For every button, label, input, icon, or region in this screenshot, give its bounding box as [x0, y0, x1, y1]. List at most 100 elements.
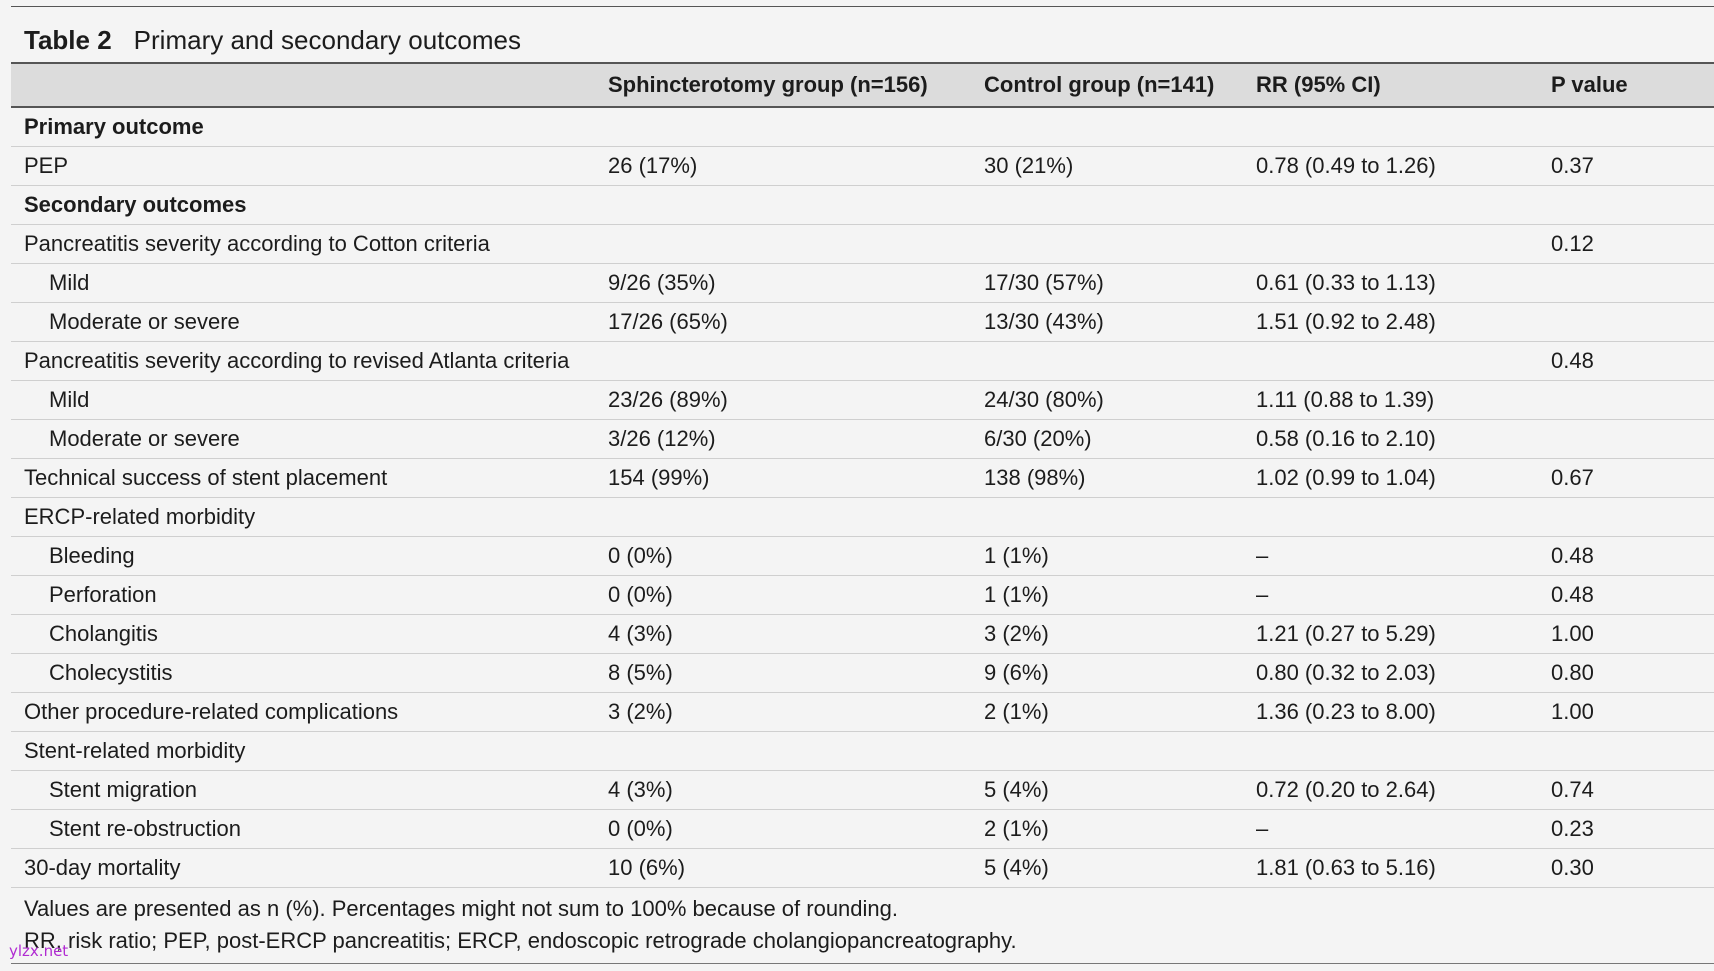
header-control: Control group (n=141): [984, 72, 1215, 97]
row-label: 30-day mortality: [24, 855, 181, 880]
section-row: Secondary outcomes: [11, 186, 1714, 225]
rr-value: 0.78 (0.49 to 1.26): [1256, 153, 1436, 178]
sphincterotomy-value: 4 (3%): [608, 621, 673, 646]
row-label: Moderate or severe: [49, 309, 240, 334]
sphincterotomy-value: 26 (17%): [608, 153, 698, 178]
outcomes-table: Sphincterotomy group (n=156) Control gro…: [11, 62, 1714, 888]
row-label: Secondary outcomes: [24, 192, 247, 217]
table-row: Pancreatitis severity according to Cotto…: [11, 225, 1714, 264]
table-row: ERCP-related morbidity: [11, 498, 1714, 537]
row-label: Stent migration: [49, 777, 197, 802]
table-row: Cholecystitis 8 (5%) 9 (6%) 0.80 (0.32 to 2…: [11, 654, 1714, 693]
sphincterotomy-value: 23/26 (89%): [608, 387, 728, 412]
table-row: Perforation 0 (0%) 1 (1%) – 0.48: [11, 576, 1714, 615]
rr-value: 1.02 (0.99 to 1.04): [1256, 465, 1436, 490]
row-label: Mild: [49, 270, 90, 295]
p-value: 0.48: [1551, 543, 1594, 568]
table-row: Moderate or severe 17/26 (65%) 13/30 (43%)…: [11, 303, 1714, 342]
footnote-abbreviations: RR, risk ratio; PEP, post-ERCP pancreati…: [24, 928, 1017, 953]
footnote-values: Values are presented as n (%). Percentag…: [24, 896, 898, 921]
table-row: Mild 9/26 (35%) 17/30 (57%) 0.61 (0.33 to 1…: [11, 264, 1714, 303]
p-value: 0.48: [1551, 582, 1594, 607]
table-row: Mild 23/26 (89%) 24/30 (80%) 1.11 (0.88 to …: [11, 381, 1714, 420]
section-row: Primary outcome: [11, 108, 1714, 147]
row-label: Pancreatitis severity according to Cotto…: [24, 231, 490, 256]
table-row: Pancreatitis severity according to revis…: [11, 342, 1714, 381]
sphincterotomy-value: 3 (2%): [608, 699, 673, 724]
rr-value: –: [1256, 582, 1269, 607]
row-label: Stent-related morbidity: [24, 738, 246, 763]
header-sphincterotomy: Sphincterotomy group (n=156): [608, 72, 928, 97]
table-row: Other procedure-related complications 3 (…: [11, 693, 1714, 732]
rr-value: 1.51 (0.92 to 2.48): [1256, 309, 1436, 334]
rr-value: 0.61 (0.33 to 1.13): [1256, 270, 1436, 295]
p-value: 0.23: [1551, 816, 1594, 841]
row-label: Perforation: [49, 582, 157, 607]
rr-value: 0.72 (0.20 to 2.64): [1256, 777, 1436, 802]
control-value: 17/30 (57%): [984, 270, 1104, 295]
row-label: Other procedure-related complications: [24, 699, 399, 724]
table-body: Primary outcome PEP 26 (17%) 30 (21%) 0.78 (…: [11, 108, 1714, 888]
bottom-rule: [11, 963, 1714, 964]
p-value: 0.74: [1551, 777, 1594, 802]
row-label: Stent re-obstruction: [49, 816, 241, 841]
sphincterotomy-value: 4 (3%): [608, 777, 673, 802]
p-value: 1.00: [1551, 621, 1594, 646]
control-value: 1 (1%): [984, 543, 1049, 568]
table-row: Stent-related morbidity: [11, 732, 1714, 771]
rr-value: 0.58 (0.16 to 2.10): [1256, 426, 1436, 451]
table-row: Bleeding 0 (0%) 1 (1%) – 0.48: [11, 537, 1714, 576]
row-label: Technical success of stent placement: [24, 465, 388, 490]
rr-value: –: [1256, 816, 1269, 841]
sphincterotomy-value: 8 (5%): [608, 660, 673, 685]
p-value: 1.00: [1551, 699, 1594, 724]
rr-value: 1.11 (0.88 to 1.39): [1256, 387, 1435, 412]
control-value: 5 (4%): [984, 855, 1049, 880]
watermark: ylzx.net: [9, 942, 69, 960]
rr-value: 1.81 (0.63 to 5.16): [1256, 855, 1436, 880]
rr-value: 0.80 (0.32 to 2.03): [1256, 660, 1436, 685]
header-rr: RR (95% CI): [1256, 72, 1381, 97]
rr-value: 1.21 (0.27 to 5.29): [1256, 621, 1436, 646]
control-value: 9 (6%): [984, 660, 1049, 685]
sphincterotomy-value: 0 (0%): [608, 543, 673, 568]
table-row: 30-day mortality 10 (6%) 5 (4%) 1.81 (0.63 …: [11, 849, 1714, 888]
table-label: Table 2: [24, 25, 112, 55]
rr-value: 1.36 (0.23 to 8.00): [1256, 699, 1436, 724]
top-rule: [11, 6, 1714, 7]
table-row: PEP 26 (17%) 30 (21%) 0.78 (0.49 to 1.26) 0.…: [11, 147, 1714, 186]
p-value: 0.80: [1551, 660, 1594, 685]
control-value: 1 (1%): [984, 582, 1049, 607]
table-title: Primary and secondary outcomes: [133, 25, 521, 55]
table-row: Stent migration 4 (3%) 5 (4%) 0.72 (0.20 to…: [11, 771, 1714, 810]
row-label: ERCP-related morbidity: [24, 504, 256, 529]
sphincterotomy-value: 154 (99%): [608, 465, 710, 490]
control-value: 6/30 (20%): [984, 426, 1092, 451]
table-caption: Table 2 Primary and secondary outcomes: [24, 20, 521, 60]
p-value: 0.48: [1551, 348, 1594, 373]
p-value: 0.30: [1551, 855, 1594, 880]
table-row: Moderate or severe 3/26 (12%) 6/30 (20%) 0.…: [11, 420, 1714, 459]
sphincterotomy-value: 0 (0%): [608, 816, 673, 841]
control-value: 2 (1%): [984, 699, 1049, 724]
control-value: 3 (2%): [984, 621, 1049, 646]
table-footnotes: Values are presented as n (%). Percentag…: [24, 893, 1017, 957]
p-value: 0.12: [1551, 231, 1594, 256]
sphincterotomy-value: 17/26 (65%): [608, 309, 728, 334]
control-value: 5 (4%): [984, 777, 1049, 802]
row-label: Bleeding: [49, 543, 135, 568]
control-value: 138 (98%): [984, 465, 1086, 490]
sphincterotomy-value: 0 (0%): [608, 582, 673, 607]
p-value: 0.67: [1551, 465, 1594, 490]
table-row: Cholangitis 4 (3%) 3 (2%) 1.21 (0.27 to 5.2…: [11, 615, 1714, 654]
p-value: 0.37: [1551, 153, 1594, 178]
table-row: Stent re-obstruction 0 (0%) 2 (1%) – 0.23: [11, 810, 1714, 849]
row-label: Pancreatitis severity according to revis…: [24, 348, 570, 373]
table-header: Sphincterotomy group (n=156) Control gro…: [11, 64, 1714, 108]
control-value: 24/30 (80%): [984, 387, 1104, 412]
sphincterotomy-value: 9/26 (35%): [608, 270, 716, 295]
rr-value: –: [1256, 543, 1269, 568]
row-label: Cholangitis: [49, 621, 158, 646]
row-label: Primary outcome: [24, 114, 204, 139]
table-row: Technical success of stent placement 154 …: [11, 459, 1714, 498]
